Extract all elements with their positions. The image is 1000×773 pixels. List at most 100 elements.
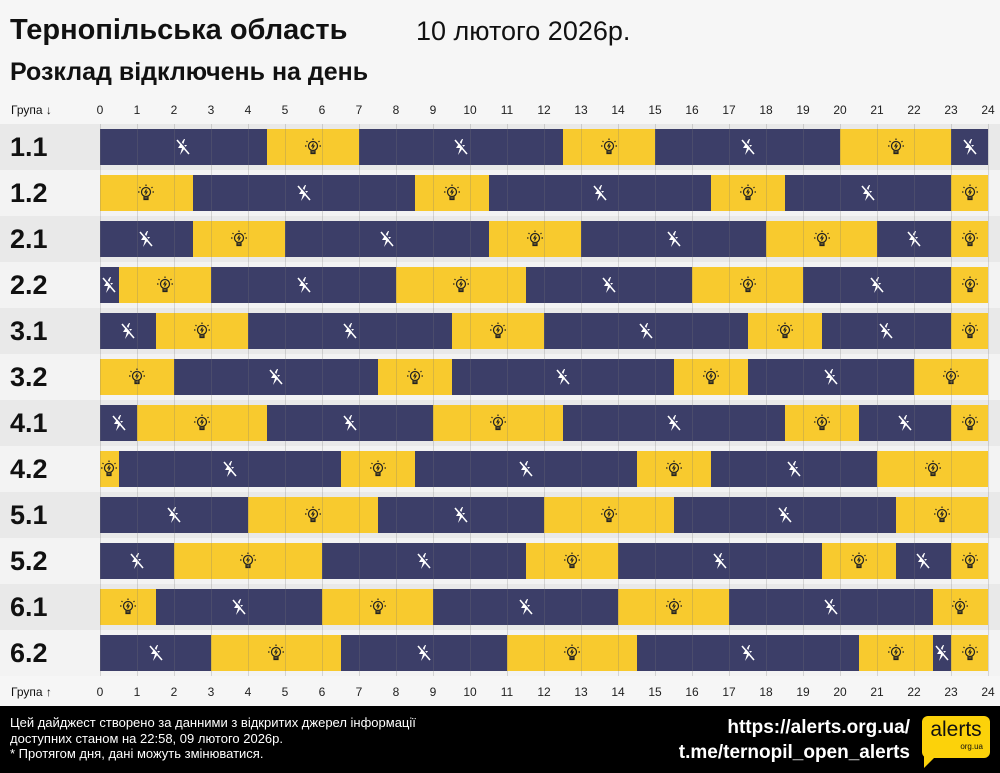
group-label: 2.1 — [10, 224, 48, 254]
power-off-bolt-icon — [342, 322, 358, 340]
power-on-segment — [951, 543, 988, 579]
power-off-bolt-icon — [869, 276, 885, 294]
hour-gridline — [544, 124, 545, 676]
outage-segment — [248, 313, 452, 349]
power-on-segment — [433, 405, 563, 441]
hour-tick-label: 13 — [574, 103, 588, 117]
power-off-bolt-icon — [712, 552, 728, 570]
outage-segment — [488, 175, 711, 211]
outage-segment — [192, 175, 415, 211]
light-bulb-icon — [812, 229, 832, 249]
outage-schedule-chart: 1.1 1.2 2.1 2.2 3.1 3.2 4.1 4.2 5.1 5.2 6.1 6.2 — [0, 124, 1000, 676]
light-bulb-icon — [368, 597, 388, 617]
power-off-bolt-icon — [296, 276, 312, 294]
hour-tick-label: 20 — [833, 103, 847, 117]
hour-tick-label: 0 — [96, 685, 104, 699]
power-on-segment — [544, 497, 674, 533]
hour-tick-label: 4 — [244, 685, 252, 699]
light-bulb-icon — [701, 367, 721, 387]
outage-segment — [100, 635, 211, 671]
hour-tick-label: 22 — [907, 103, 921, 117]
power-on-segment — [673, 359, 748, 395]
group-row: 4.2 — [0, 446, 1000, 492]
hour-tick-label: 21 — [870, 685, 884, 699]
light-bulb-icon — [136, 183, 156, 203]
hour-tick-label: 0 — [96, 103, 104, 117]
site-link[interactable]: https://alerts.org.ua/ — [727, 717, 910, 738]
light-bulb-icon — [923, 459, 943, 479]
light-bulb-icon — [368, 459, 388, 479]
hour-gridline — [988, 124, 989, 676]
power-off-bolt-icon — [148, 644, 164, 662]
power-on-segment — [951, 221, 988, 257]
outage-segment — [433, 589, 618, 625]
light-bulb-icon — [238, 551, 258, 571]
alerts-logo: alerts org.ua — [922, 716, 990, 768]
power-off-bolt-icon — [453, 138, 469, 156]
hour-tick-label: 4 — [244, 103, 252, 117]
power-on-segment — [100, 451, 119, 487]
hour-tick-label: 7 — [355, 685, 363, 699]
light-bulb-icon — [488, 321, 508, 341]
telegram-link[interactable]: t.me/ternopil_open_alerts — [678, 742, 910, 763]
power-off-bolt-icon — [860, 184, 876, 202]
light-bulb-icon — [960, 413, 980, 433]
power-off-bolt-icon — [777, 506, 793, 524]
outage-segment — [803, 267, 951, 303]
group-row: 6.2 — [0, 630, 1000, 676]
power-off-bolt-icon — [592, 184, 608, 202]
power-on-segment — [618, 589, 729, 625]
hour-tick-label: 1 — [133, 685, 141, 699]
power-on-segment — [692, 267, 803, 303]
light-bulb-icon — [960, 183, 980, 203]
hour-gridline — [211, 124, 212, 676]
hour-tick-label: 6 — [318, 103, 326, 117]
light-bulb-icon — [562, 551, 582, 571]
hour-gridline — [100, 124, 101, 676]
power-off-bolt-icon — [453, 506, 469, 524]
outage-segment — [729, 589, 933, 625]
outage-segment — [932, 635, 951, 671]
outage-segment — [636, 635, 859, 671]
light-bulb-icon — [488, 413, 508, 433]
power-on-segment — [488, 221, 581, 257]
hour-gridline — [507, 124, 508, 676]
power-on-segment — [100, 589, 156, 625]
hour-gridline — [248, 124, 249, 676]
hour-gridline — [655, 124, 656, 676]
outage-segment — [100, 313, 156, 349]
outage-segment — [340, 635, 507, 671]
hour-tick-label: 15 — [648, 103, 662, 117]
power-off-bolt-icon — [111, 414, 127, 432]
power-on-segment — [710, 175, 785, 211]
outage-segment — [100, 543, 174, 579]
hour-tick-label: 13 — [574, 685, 588, 699]
group-label: 1.2 — [10, 178, 48, 208]
power-off-bolt-icon — [601, 276, 617, 294]
outage-segment — [821, 313, 951, 349]
power-on-segment — [877, 451, 988, 487]
note-line: * Протягом дня, дані можуть змінюватися. — [10, 746, 264, 761]
hour-tick-label: 17 — [722, 685, 736, 699]
group-row: 3.2 — [0, 354, 1000, 400]
hour-tick-label: 2 — [170, 685, 178, 699]
power-off-bolt-icon — [906, 230, 922, 248]
power-on-segment — [507, 635, 637, 671]
power-on-segment — [100, 175, 193, 211]
hour-tick-label: 10 — [463, 685, 477, 699]
group-row: 2.1 — [0, 216, 1000, 262]
hour-tick-label: 18 — [759, 103, 773, 117]
hour-gridline — [359, 124, 360, 676]
outage-segment — [266, 405, 433, 441]
outage-segment — [562, 405, 785, 441]
power-on-segment — [951, 635, 988, 671]
group-label: 1.1 — [10, 132, 48, 162]
hour-gridline — [618, 124, 619, 676]
power-on-segment — [784, 405, 859, 441]
light-bulb-icon — [192, 321, 212, 341]
group-label: 6.1 — [10, 592, 48, 622]
note-line: доступних станом на 22:58, 09 лютого 202… — [10, 730, 283, 746]
light-bulb-icon — [118, 597, 138, 617]
power-on-segment — [340, 451, 415, 487]
power-on-segment — [636, 451, 711, 487]
